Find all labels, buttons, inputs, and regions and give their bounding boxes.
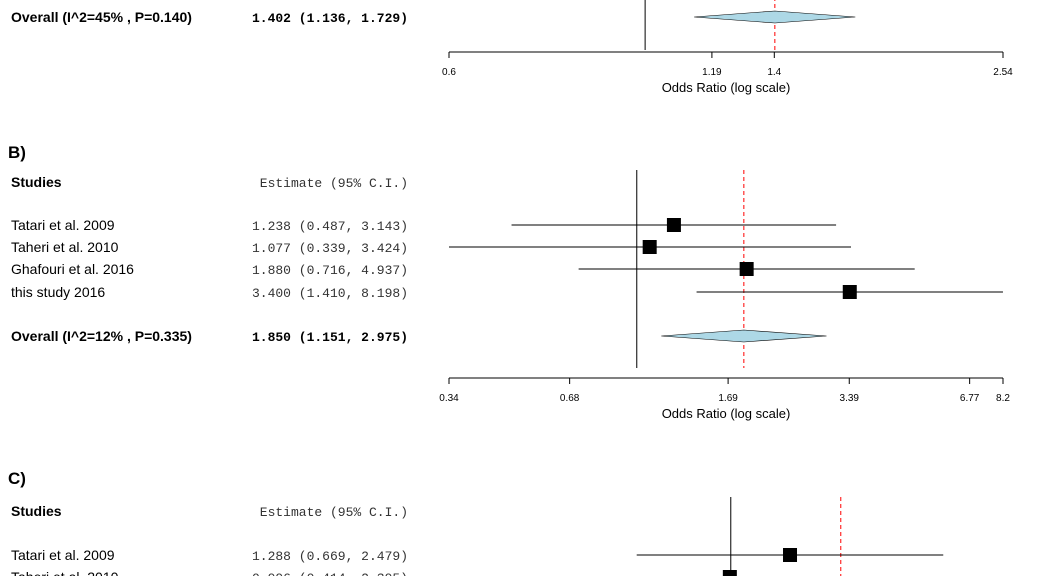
x-axis: 0.34 0.68 1.69 3.39 6.77 8.2 Odds Ratio (log s…	[439, 377, 1010, 421]
point-estimate-square	[842, 285, 857, 299]
overall-row: Overall (I^2=45% , P=0.140) 1.402 (1.136,…	[11, 9, 856, 26]
study-label: Ghafouri et al. 2016	[11, 261, 134, 277]
forest-panel-1: Overall (I^2=45% , P=0.140) 1.402 (1.136,…	[11, 0, 1013, 95]
study-label: Tatari et al. 2009	[11, 217, 115, 233]
study-row: Tatari et al. 2009 1.238 (0.487, 3.143)	[11, 217, 837, 234]
panel-label: C)	[8, 469, 26, 488]
overall-label: Overall (I^2=12% , P=0.335)	[11, 328, 192, 344]
study-label: Taheri et al. 2010	[11, 239, 119, 255]
study-row: Tatari et al. 2009 1.288 (0.669, 2.479)	[11, 547, 944, 564]
x-tick-label: 6.77	[960, 393, 980, 404]
study-estimate-text: 1.288 (0.669, 2.479)	[252, 549, 408, 564]
overall-diamond	[694, 10, 856, 24]
studies-header: Studies	[11, 503, 62, 519]
study-row: Ghafouri et al. 2016 1.880 (0.716, 4.937)	[11, 261, 915, 278]
x-tick-label: 1.4	[767, 67, 781, 78]
overall-estimate-text: 1.402 (1.136, 1.729)	[252, 11, 408, 26]
overall-diamond	[661, 329, 827, 343]
estimate-header: Estimate (95% C.I.)	[260, 505, 408, 520]
x-tick-label: 3.39	[840, 393, 860, 404]
point-estimate-square	[722, 570, 737, 576]
x-axis-title: Odds Ratio (log scale)	[662, 80, 791, 95]
study-label: Taheri et al. 2010	[11, 569, 119, 576]
study-estimate-text: 3.400 (1.410, 8.198)	[252, 286, 408, 301]
study-estimate-text: 0.996 (0.414, 2.395)	[252, 571, 408, 576]
x-axis-title: Odds Ratio (log scale)	[662, 406, 791, 421]
x-axis: 0.6 1.19 1.4 2.54 Odds Ratio (log scale)	[442, 51, 1013, 95]
x-tick-label: 1.19	[702, 67, 722, 78]
x-tick-label: 8.2	[996, 393, 1010, 404]
estimate-header: Estimate (95% C.I.)	[260, 176, 408, 191]
study-estimate-text: 1.238 (0.487, 3.143)	[252, 219, 408, 234]
overall-row: Overall (I^2=12% , P=0.335) 1.850 (1.151,…	[11, 328, 827, 345]
point-estimate-square	[783, 548, 798, 562]
x-tick-label: 2.54	[993, 67, 1013, 78]
panel-label: B)	[8, 143, 26, 162]
studies-header: Studies	[11, 174, 62, 190]
forest-panel-2: B) Studies Estimate (95% C.I.) Tatari et al…	[8, 143, 1010, 421]
study-estimate-text: 1.077 (0.339, 3.424)	[252, 241, 408, 256]
overall-estimate-text: 1.850 (1.151, 2.975)	[252, 330, 408, 345]
study-row: this study 2016 3.400 (1.410, 8.198)	[11, 284, 1003, 301]
study-label: Tatari et al. 2009	[11, 547, 115, 563]
point-estimate-square	[739, 262, 754, 276]
x-tick-label: 0.34	[439, 393, 459, 404]
study-row: Taheri et al. 2010 0.996 (0.414, 2.395)	[11, 569, 737, 576]
x-tick-label: 0.6	[442, 67, 456, 78]
forest-panel-3: C) Studies Estimate (95% C.I.) Tatari et al…	[8, 469, 944, 576]
x-tick-label: 1.69	[718, 393, 738, 404]
x-tick-label: 0.68	[560, 393, 580, 404]
point-estimate-square	[642, 240, 657, 254]
study-row: Taheri et al. 2010 1.077 (0.339, 3.424)	[11, 239, 851, 256]
overall-label: Overall (I^2=45% , P=0.140)	[11, 9, 192, 25]
study-label: this study 2016	[11, 284, 105, 300]
study-estimate-text: 1.880 (0.716, 4.937)	[252, 263, 408, 278]
point-estimate-square	[666, 218, 681, 232]
